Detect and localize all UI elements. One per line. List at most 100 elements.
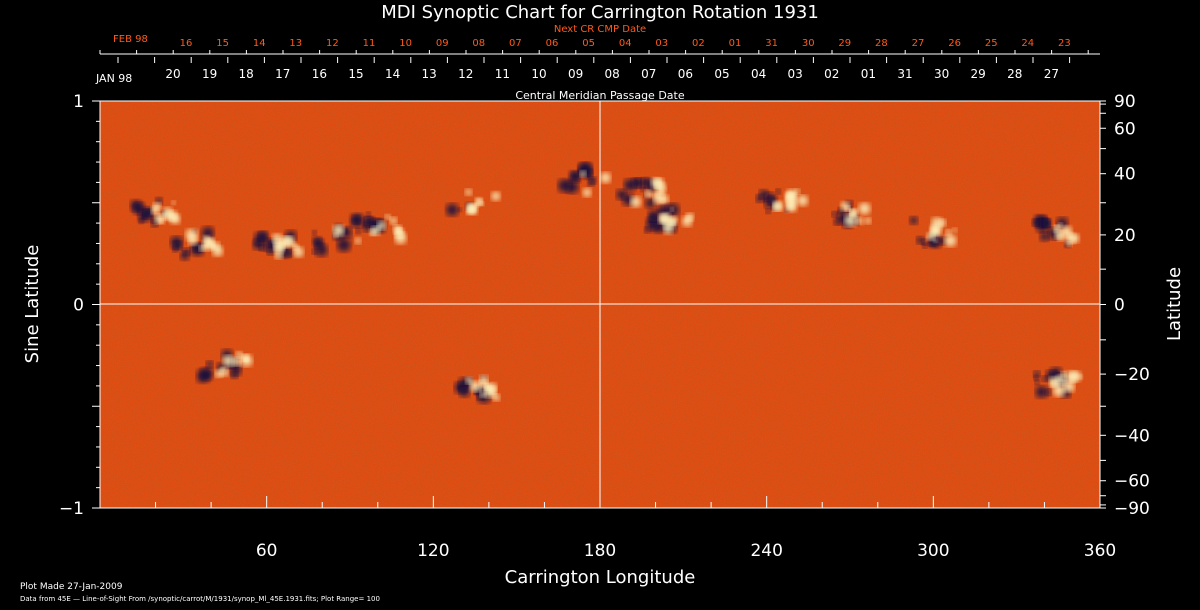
cmp-day-label: 30	[934, 67, 949, 81]
next-cr-day-label: 07	[509, 38, 522, 49]
right-y-tick-label: −40	[1114, 426, 1150, 446]
cmp-day-label: 02	[824, 67, 839, 81]
cmp-day-label: 29	[971, 67, 986, 81]
active-region	[909, 216, 958, 249]
x-tick-label: 240	[750, 541, 782, 561]
next-cr-day-label: 11	[363, 38, 376, 49]
right-y-tick-label: −20	[1114, 365, 1150, 385]
right-y-tick-label: 0	[1114, 296, 1125, 316]
cmp-day-label: 28	[1007, 67, 1022, 81]
next-cr-day-label: 09	[436, 38, 449, 49]
cmp-day-label: 09	[568, 67, 583, 81]
next-cr-day-label: 25	[985, 38, 998, 49]
active-region	[170, 226, 223, 261]
next-cr-day-label: 30	[802, 38, 815, 49]
active-region	[616, 177, 669, 209]
active-region	[1033, 367, 1083, 399]
x-tick-label: 120	[417, 541, 449, 561]
next-cr-day-label: 14	[253, 38, 266, 49]
x-axis-label: Carrington Longitude	[505, 567, 696, 588]
right-y-tick-label: 60	[1114, 119, 1136, 139]
active-region	[644, 203, 694, 235]
next-cr-day-label: 16	[180, 38, 193, 49]
cmp-day-label: 19	[202, 67, 217, 81]
next-cr-month: FEB 98	[113, 34, 148, 45]
next-cr-day-label: 12	[326, 38, 339, 49]
cmp-day-label: 14	[385, 67, 400, 81]
x-tick-label: 180	[584, 541, 616, 561]
cmp-day-label: 12	[458, 67, 473, 81]
next-cr-day-label: 29	[838, 38, 851, 49]
left-y-axis-ticks: 1 0 −1	[59, 92, 100, 519]
next-cr-day-label: 02	[692, 38, 705, 49]
cmp-day-label: 11	[495, 67, 510, 81]
cmp-day-label: 18	[239, 67, 254, 81]
cmp-day-label: 01	[861, 67, 876, 81]
cmp-day-label: 06	[678, 67, 693, 81]
x-tick-label: 60	[256, 541, 278, 561]
right-y-tick-label: 90	[1114, 92, 1136, 112]
right-y-axis-label: Latitude	[1164, 267, 1185, 341]
cmp-day-label: 13	[422, 67, 437, 81]
active-region	[350, 211, 407, 244]
cmp-day-label: 03	[788, 67, 803, 81]
x-tick-label: 300	[917, 541, 949, 561]
cmp-day-label: 16	[312, 67, 327, 81]
right-y-tick-label: 40	[1114, 165, 1136, 185]
next-cr-day-label: 06	[546, 38, 559, 49]
next-cr-day-label: 10	[399, 38, 412, 49]
cmp-day-label: 07	[641, 67, 656, 81]
active-region	[755, 188, 808, 214]
cmp-day-label: 20	[165, 67, 180, 81]
next-cr-day-label: 15	[216, 38, 229, 49]
next-cr-label: Next CR CMP Date	[554, 24, 646, 35]
left-y-axis-label: Sine Latitude	[22, 245, 43, 364]
data-source-note: Data from 45E — Line-of-Sight From /syno…	[20, 595, 380, 603]
plot-made-note: Plot Made 27-Jan-2009	[20, 582, 123, 592]
left-y-tick-label: 1	[73, 92, 84, 112]
next-cr-day-label: 05	[582, 38, 595, 49]
next-cr-day-label: 04	[619, 38, 632, 49]
next-cr-day-label: 28	[875, 38, 888, 49]
active-region	[454, 375, 500, 404]
active-region	[311, 223, 362, 257]
next-cr-day-label: 03	[655, 38, 668, 49]
right-y-tick-label: 20	[1114, 226, 1136, 246]
right-y-tick-label: −60	[1114, 472, 1150, 492]
active-region	[557, 162, 611, 197]
next-cr-day-label: 26	[948, 38, 961, 49]
cmp-day-label: 27	[1044, 67, 1059, 81]
next-cr-day-label: 13	[289, 38, 302, 49]
x-tick-label: 360	[1084, 541, 1116, 561]
right-y-axis-ticks: 90 60 40 20 0 −20 −40 −60 −90	[1100, 92, 1150, 519]
cmp-month: JAN 98	[95, 72, 132, 85]
next-cr-day-label: 01	[729, 38, 742, 49]
active-region	[831, 200, 872, 229]
cmp-axis-label: Central Meridian Passage Date	[515, 89, 684, 102]
x-axis-ticks: 60 120 180 240 300 360	[155, 496, 1116, 561]
next-cr-day-label: 31	[765, 38, 778, 49]
next-cr-day-label: 24	[1021, 38, 1034, 49]
chart-title: MDI Synoptic Chart for Carrington Rotati…	[381, 2, 819, 23]
next-cr-day-label: 23	[1058, 38, 1071, 49]
cmp-day-label: 08	[605, 67, 620, 81]
cmp-day-label: 17	[275, 67, 290, 81]
cmp-day-label: 04	[751, 67, 766, 81]
active-region	[130, 197, 181, 227]
active-region	[445, 188, 501, 217]
next-cr-day-label: 08	[472, 38, 485, 49]
cmp-day-labels: 20 19 18 17 16 15 14 13 12 11 10 09 08 07 06 05 04 03 02 01…	[117, 57, 1071, 81]
cmp-day-label: 15	[348, 67, 363, 81]
active-region	[252, 230, 304, 259]
cmp-day-label: 10	[531, 67, 546, 81]
next-cr-day-labels: 16 15 14 13 12 11 10 09 08 07 06 05 04 03 02 01 31 30 29 28…	[99, 38, 1089, 54]
active-region	[196, 349, 253, 383]
left-y-tick-label: 0	[73, 296, 84, 316]
right-y-tick-label: −90	[1114, 499, 1150, 519]
active-region	[1031, 214, 1080, 248]
cmp-day-label: 31	[897, 67, 912, 81]
cmp-day-label: 05	[714, 67, 729, 81]
left-y-tick-label: −1	[59, 499, 84, 519]
next-cr-day-label: 27	[912, 38, 925, 49]
